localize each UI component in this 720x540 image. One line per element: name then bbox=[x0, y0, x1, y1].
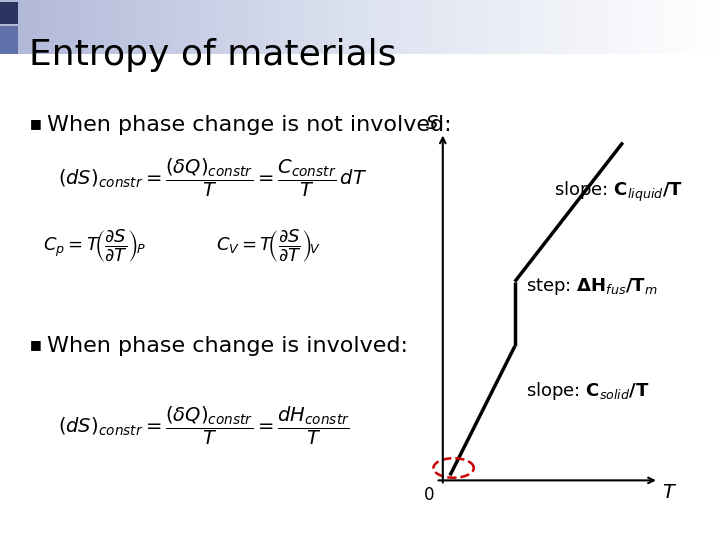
Text: $C_p = T\!\left(\dfrac{\partial S}{\partial T}\right)_{\!P}$: $C_p = T\!\left(\dfrac{\partial S}{\part… bbox=[43, 228, 146, 266]
Text: $0$: $0$ bbox=[423, 487, 434, 504]
Text: When phase change is involved:: When phase change is involved: bbox=[47, 336, 408, 356]
Text: $S$: $S$ bbox=[425, 113, 439, 133]
Text: Entropy of materials: Entropy of materials bbox=[29, 38, 396, 72]
FancyBboxPatch shape bbox=[0, 26, 18, 54]
Text: $\left(dS\right)_{constr} = \dfrac{\left(\delta Q\right)_{constr}}{T} = \dfrac{d: $\left(dS\right)_{constr} = \dfrac{\left… bbox=[58, 404, 349, 447]
Text: step: $\mathbf{\Delta H}_{\mathbf{\mathit{fus}}}\mathbf{/T}_{\mathbf{\mathit{m}}: step: $\mathbf{\Delta H}_{\mathbf{\mathi… bbox=[526, 276, 657, 297]
Text: slope: $\mathbf{C}_{\mathbf{\mathit{solid}}}\mathbf{/T}$: slope: $\mathbf{C}_{\mathbf{\mathit{soli… bbox=[526, 380, 649, 402]
Text: $C_V = T\!\left(\dfrac{\partial S}{\partial T}\right)_{\!V}$: $C_V = T\!\left(\dfrac{\partial S}{\part… bbox=[216, 228, 321, 266]
Text: $T$: $T$ bbox=[662, 483, 678, 502]
FancyBboxPatch shape bbox=[0, 2, 18, 24]
Text: $\blacksquare$: $\blacksquare$ bbox=[29, 118, 42, 132]
Text: slope: $\mathbf{C}_{\mathbf{\mathit{liquid}}}\mathbf{/T}$: slope: $\mathbf{C}_{\mathbf{\mathit{liqu… bbox=[554, 180, 683, 204]
Text: $\left(dS\right)_{constr} = \dfrac{\left(\delta Q\right)_{constr}}{T} = \dfrac{C: $\left(dS\right)_{constr} = \dfrac{\left… bbox=[58, 156, 367, 199]
Text: $\blacksquare$: $\blacksquare$ bbox=[29, 339, 42, 353]
Text: When phase change is not involved:: When phase change is not involved: bbox=[47, 115, 451, 135]
